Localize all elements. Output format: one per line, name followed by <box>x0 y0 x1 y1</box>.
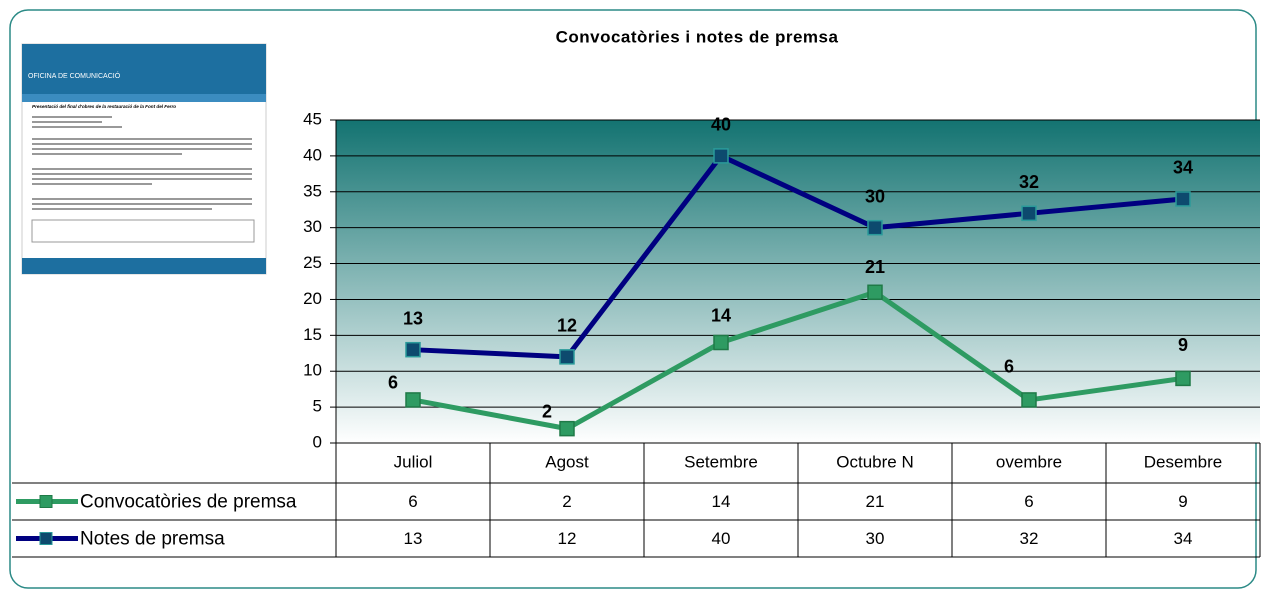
thumb-band <box>22 94 266 102</box>
y-tick-label: 10 <box>303 361 322 380</box>
legend-label: Notes de premsa <box>80 529 225 550</box>
data-label: 30 <box>865 186 885 206</box>
table-value: 12 <box>558 529 577 548</box>
page: OFICINA DE COMUNICACIÓ Presentació del f… <box>0 0 1266 597</box>
y-tick-label: 40 <box>303 145 322 164</box>
y-tick-label: 30 <box>303 217 322 236</box>
marker <box>560 422 574 436</box>
marker <box>1022 393 1036 407</box>
data-label: 2 <box>542 401 552 421</box>
table-value: 13 <box>404 529 423 548</box>
data-label: 40 <box>711 115 731 135</box>
marker <box>868 285 882 299</box>
legend-marker <box>40 533 52 545</box>
thumb-header <box>22 44 266 94</box>
table-value: 21 <box>866 492 885 511</box>
chart-title: Convocatòries i notes de premsa <box>556 27 839 46</box>
x-tick-label: Agost <box>545 452 589 471</box>
data-label: 12 <box>557 316 577 336</box>
thumb-header-text: OFICINA DE COMUNICACIÓ <box>28 71 121 80</box>
marker <box>406 393 420 407</box>
y-tick-label: 15 <box>303 325 322 344</box>
table-value: 6 <box>1024 492 1033 511</box>
y-tick-label: 25 <box>303 253 322 272</box>
table-value: 32 <box>1020 529 1039 548</box>
legend-label: Convocatòries de premsa <box>80 492 297 513</box>
x-tick-label: Juliol <box>394 452 433 471</box>
y-tick-label: 45 <box>303 109 322 128</box>
data-label: 13 <box>403 308 423 328</box>
x-tick-label: Octubre N <box>836 452 913 471</box>
document-thumbnail: OFICINA DE COMUNICACIÓ Presentació del f… <box>22 44 266 274</box>
y-tick-label: 20 <box>303 289 322 308</box>
marker <box>714 336 728 350</box>
marker <box>868 221 882 235</box>
marker <box>406 343 420 357</box>
data-label: 14 <box>711 305 731 325</box>
y-tick-label: 5 <box>313 397 322 416</box>
data-label: 21 <box>865 257 885 277</box>
thumb-footer <box>22 258 266 274</box>
marker <box>560 350 574 364</box>
x-tick-label: Desembre <box>1144 452 1222 471</box>
table-value: 34 <box>1174 529 1193 548</box>
x-tick-label: Setembre <box>684 452 758 471</box>
table-value: 14 <box>712 492 731 511</box>
plot-area <box>336 120 1260 443</box>
thumb-title: Presentació del final d'obres de la rest… <box>32 104 176 109</box>
table-value: 9 <box>1178 492 1187 511</box>
y-tick-label: 35 <box>303 181 322 200</box>
marker <box>714 149 728 163</box>
data-label: 34 <box>1173 158 1193 178</box>
y-tick-label: 0 <box>313 432 322 451</box>
table-value: 30 <box>866 529 885 548</box>
data-label: 6 <box>388 373 398 393</box>
table-value: 6 <box>408 492 417 511</box>
marker <box>1022 206 1036 220</box>
data-label: 6 <box>1004 357 1014 377</box>
marker <box>1176 371 1190 385</box>
data-label: 9 <box>1178 335 1188 355</box>
table-value: 2 <box>562 492 571 511</box>
marker <box>1176 192 1190 206</box>
data-label: 32 <box>1019 172 1039 192</box>
table-value: 40 <box>712 529 731 548</box>
x-tick-label: ovembre <box>996 452 1062 471</box>
legend-marker <box>40 496 52 508</box>
chart: OFICINA DE COMUNICACIÓ Presentació del f… <box>0 0 1266 592</box>
